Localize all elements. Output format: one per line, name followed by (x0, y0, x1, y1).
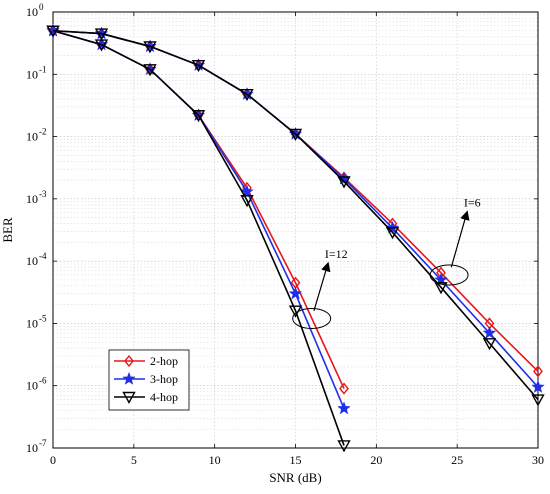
star-marker (240, 184, 254, 198)
y-tick-label: 10 (26, 441, 38, 455)
x-tick-label: 10 (209, 453, 221, 467)
legend-item: 4-hop (114, 390, 178, 404)
y-tick-base: 10 (26, 379, 38, 393)
triangle-down-marker (337, 176, 351, 189)
y-tick-base: 10 (26, 192, 38, 206)
annotation-ellipse (292, 307, 332, 329)
triangle-down-marker (240, 195, 254, 208)
diamond-marker (533, 365, 543, 378)
triangle-down-marker (94, 28, 109, 41)
y-tick-label: 10 (26, 5, 38, 19)
series-line (52, 29, 345, 446)
annotation-label: I=6 (464, 196, 481, 210)
y-tick-exponent: -3 (39, 189, 47, 199)
triangle-down-marker (46, 25, 60, 38)
triangle-down-marker (337, 440, 351, 453)
triangle-down-marker (434, 282, 448, 295)
y-tick-exponent: -7 (39, 438, 47, 448)
star-marker (482, 325, 497, 339)
triangle-down-marker (240, 88, 254, 102)
y-tick-exponent: -2 (39, 127, 47, 137)
triangle-down-marker (288, 128, 303, 141)
series-line (52, 29, 539, 401)
x-tick-label: 25 (451, 453, 463, 467)
star-marker (337, 401, 351, 415)
y-axis-title: BER (0, 217, 15, 243)
legend-box (108, 349, 190, 411)
star-marker (531, 379, 545, 393)
y-tick-base: 10 (26, 5, 38, 19)
x-axis-title: SNR (dB) (269, 470, 321, 485)
annotation-ellipse (429, 264, 469, 286)
y-tick-exponent: -4 (39, 251, 47, 261)
annotation-label: I=12 (325, 247, 348, 261)
legend: 2-hop 3-hop 4-hop (108, 349, 190, 411)
annotations: I=12 I=6 (292, 196, 481, 329)
x-tick-label: 20 (370, 453, 382, 467)
y-tick-base: 10 (26, 316, 38, 330)
x-tick-label: 0 (50, 453, 56, 467)
y-tick-exponent: -6 (39, 376, 47, 386)
y-tick-label: 10 (26, 379, 38, 393)
y-tick-label: 10 (26, 254, 38, 268)
diamond-marker (124, 354, 134, 368)
triangle-down-marker (531, 394, 545, 407)
legend-label: 2-hop (150, 354, 178, 368)
y-tick-label: 10 (26, 130, 38, 144)
triangle-down-marker (482, 338, 497, 351)
y-tick-label: 10 (26, 316, 38, 330)
series-lines (46, 23, 545, 453)
x-tick-label: 5 (131, 453, 137, 467)
annotation-arrow (450, 210, 470, 268)
triangle-down-marker (191, 110, 206, 123)
legend-item: 3-hop (114, 371, 178, 386)
x-tick-label: 15 (290, 453, 302, 467)
legend-label: 4-hop (150, 390, 178, 404)
y-tick-base: 10 (26, 441, 38, 455)
triangle-down-marker (143, 64, 157, 77)
legend-label: 3-hop (150, 372, 178, 386)
star-marker (122, 371, 136, 385)
legend-item: 2-hop (114, 354, 178, 368)
y-tick-exponent: -5 (39, 313, 47, 323)
y-tick-base: 10 (26, 67, 38, 81)
triangle-down-marker (385, 227, 400, 240)
y-tick-base: 10 (26, 254, 38, 268)
grid (53, 12, 538, 448)
y-tick-exponent: -1 (39, 64, 47, 74)
y-tick-exponent: 0 (39, 2, 44, 12)
diamond-marker (339, 382, 349, 395)
x-tick-label: 30 (532, 453, 544, 467)
star-marker (288, 286, 303, 300)
triangle-down-marker (191, 59, 206, 73)
y-tick-base: 10 (26, 130, 38, 144)
triangle-down-marker (143, 41, 157, 54)
y-tick-label: 10 (26, 67, 38, 81)
triangle-down-marker (122, 391, 136, 404)
y-tick-label: 10 (26, 192, 38, 206)
series-4-hop-I=6 (46, 25, 545, 407)
annotation-arrow (313, 261, 331, 311)
